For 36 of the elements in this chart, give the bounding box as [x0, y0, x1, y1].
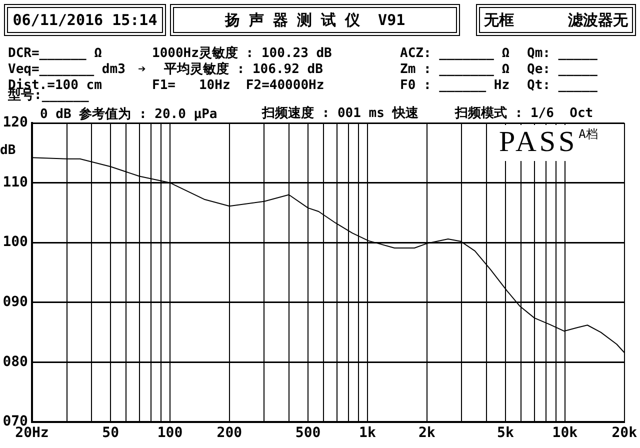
text: 扫频模式 : 1/6 Oct — [455, 106, 594, 121]
x-tick-label: 100 — [157, 425, 183, 442]
x-tick-label: 2k — [418, 425, 436, 442]
text: 扬 声 器 测 试 仪 V91 — [224, 10, 406, 30]
text: 1000Hz灵敏度 : 100.23 dB — [152, 46, 332, 61]
y-tick-label: 110 — [2, 174, 28, 190]
x-tick-label: 500 — [295, 425, 321, 442]
annotation: PASS — [499, 126, 578, 158]
text: Qm: _____ — [527, 46, 598, 61]
text: Veq=_______ dm3 — [8, 62, 126, 77]
text: ACZ: _______ Ω — [400, 46, 510, 61]
annotation: A档 — [578, 127, 598, 141]
y-axis-title: dB — [0, 143, 16, 158]
x-tick-label: 50 — [102, 425, 120, 442]
text: F0 : ______ Hz — [400, 78, 510, 93]
text: Qt: _____ — [527, 78, 598, 93]
x-tick-label: 20k — [612, 425, 638, 442]
text: F1= 10Hz F2=40000Hz — [152, 78, 324, 93]
text: 06/11/2016 15:14 — [12, 11, 158, 29]
text: 滤波器无 — [568, 10, 628, 30]
text: ➔ — [138, 62, 146, 77]
y-tick-label: 100 — [2, 234, 28, 250]
x-tick-label: 1k — [359, 425, 376, 442]
text: 无框 — [484, 10, 514, 30]
x-tick-label: 200 — [216, 425, 242, 442]
text: DCR=______ Ω — [8, 46, 102, 61]
text: Zm : _______ Ω — [400, 62, 510, 77]
text: 0 dB 参考值为 : 20.0 μPa — [40, 107, 218, 122]
text: 扫频速度 : 001 ms 快速 — [262, 106, 418, 121]
y-tick-label: 120 — [2, 114, 28, 131]
text: 平均灵敏度 : 106.92 dB — [164, 62, 323, 77]
x-tick-label: 10k — [552, 425, 578, 442]
x-tick-label: 5k — [497, 425, 514, 442]
text: Qe: _____ — [527, 62, 598, 77]
y-tick-label: 090 — [2, 294, 28, 310]
y-tick-label: 080 — [2, 354, 28, 370]
